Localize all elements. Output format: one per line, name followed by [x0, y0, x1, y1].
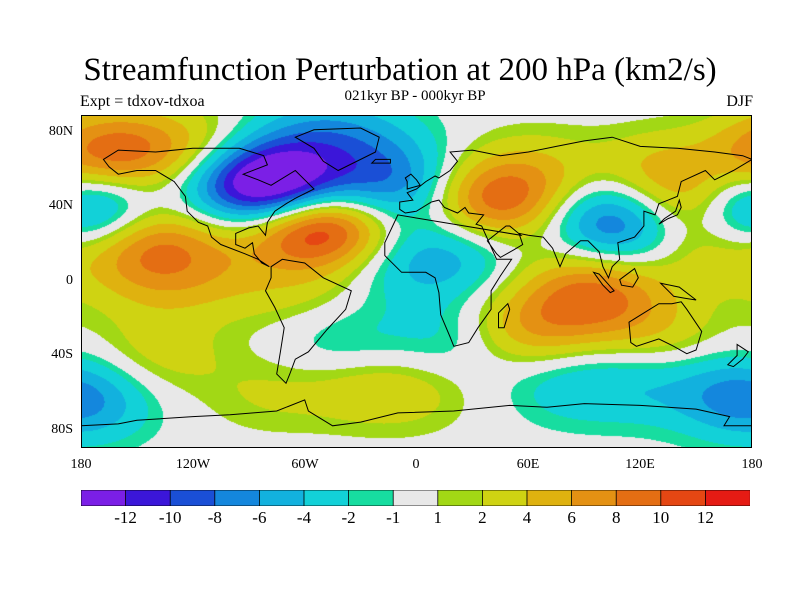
colorbar-swatch	[169, 490, 216, 506]
lon-tick-0: 0	[412, 457, 420, 472]
coastline-south-america	[264, 258, 352, 385]
colorbar-swatch	[660, 490, 707, 506]
coastline-new-guinea	[659, 282, 697, 301]
colorbar-swatch	[214, 490, 261, 506]
colorbar-swatch	[348, 490, 394, 506]
map-overlay	[81, 115, 752, 448]
coastline-greenland	[294, 127, 380, 172]
coastline-madagascar	[498, 302, 511, 329]
coastline-japan	[658, 198, 682, 225]
colorbar-swatch	[437, 490, 484, 506]
colorbar-swatch	[526, 490, 573, 506]
chart-title: Streamfunction Perturbation at 200 hPa (…	[83, 52, 717, 88]
colorbar-tick-label: -1	[386, 508, 401, 527]
coastline-new-zealand	[726, 343, 750, 368]
lat-tick-80s: 80S	[51, 422, 73, 437]
season-label: DJF	[726, 93, 753, 110]
lon-tick-60e: 60E	[516, 457, 540, 472]
colorbar-swatch	[125, 490, 171, 506]
streamfunction-field	[81, 115, 752, 448]
lat-tick-40n: 40N	[48, 198, 73, 213]
chart-subtitle: 021kyr BP - 000kyr BP	[344, 88, 486, 104]
coastline-uk	[404, 173, 421, 190]
colorbar-tick-label: 10	[652, 508, 670, 527]
lon-tick-180e: 180	[741, 457, 763, 472]
coastline-borneo	[619, 267, 639, 288]
coastline-sumatra	[592, 271, 615, 294]
colorbar-tick-label: -8	[207, 508, 222, 527]
experiment-label: Expt = tdxov-tdxoa	[80, 93, 205, 110]
colorbar-tick-label: 6	[567, 508, 576, 527]
colorbar-swatch	[303, 490, 350, 506]
colorbar-swatch	[392, 490, 439, 506]
colorbar-swatch	[615, 490, 662, 506]
colorbar-swatch	[481, 490, 528, 506]
colorbar-tick-label: 1	[433, 508, 443, 527]
map-plot	[81, 115, 752, 448]
colorbar-tick-label: -10	[158, 508, 182, 527]
coastline-antarctica	[81, 399, 752, 448]
colorbar-tick-label: -4	[296, 508, 312, 527]
lon-tick-120e: 120E	[625, 457, 655, 472]
lat-tick-40s: 40S	[51, 347, 73, 362]
lon-tick-60w: 60W	[291, 457, 319, 472]
coastline-iceland	[370, 158, 391, 164]
colorbar-tick-label: 8	[611, 508, 621, 527]
colorbar-tick-label: 2	[478, 508, 487, 527]
colorbar-tick-label: -2	[341, 508, 356, 527]
coastline-north-america	[102, 147, 315, 268]
lon-tick-120w: 120W	[175, 457, 211, 472]
colorbar-tick-label: 12	[696, 508, 714, 527]
colorbar-tick-label: -6	[252, 508, 267, 527]
colorbar-tick-label: 4	[522, 508, 532, 527]
lat-tick-0: 0	[66, 273, 73, 288]
colorbar-swatch	[571, 490, 617, 506]
map-frame	[81, 115, 752, 448]
colorbar-tick-label: -12	[114, 508, 137, 527]
colorbar-swatch	[81, 490, 127, 506]
coastline-eurasia-africa	[384, 136, 752, 347]
lat-tick-80n: 80N	[48, 124, 73, 139]
colorbar-swatch	[258, 490, 305, 506]
coastline-australia	[628, 301, 703, 355]
colorbar	[81, 490, 750, 506]
colorbar-swatch	[705, 490, 750, 506]
lon-tick-180w: 180	[70, 457, 92, 472]
